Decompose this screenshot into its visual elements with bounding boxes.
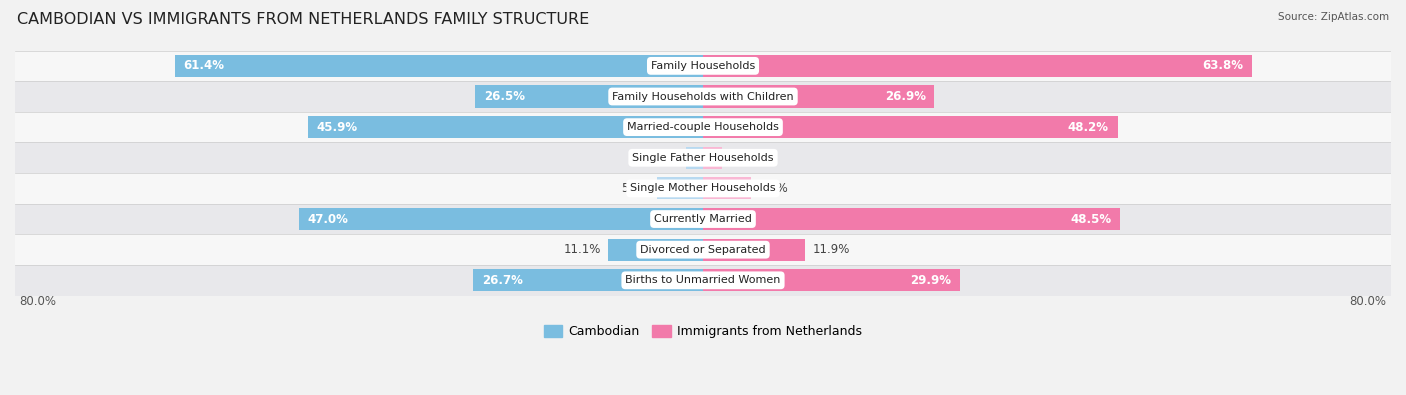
Bar xyxy=(475,85,703,107)
Bar xyxy=(703,55,1251,77)
Bar xyxy=(703,269,960,292)
Bar xyxy=(15,234,1391,265)
Bar xyxy=(703,147,721,169)
Text: Family Households: Family Households xyxy=(651,61,755,71)
Text: 11.1%: 11.1% xyxy=(564,243,600,256)
Legend: Cambodian, Immigrants from Netherlands: Cambodian, Immigrants from Netherlands xyxy=(538,320,868,343)
Text: 11.9%: 11.9% xyxy=(813,243,849,256)
Text: 63.8%: 63.8% xyxy=(1202,59,1243,72)
Text: 26.5%: 26.5% xyxy=(484,90,524,103)
Text: 80.0%: 80.0% xyxy=(1350,295,1386,308)
Bar xyxy=(174,55,703,77)
Bar xyxy=(15,173,1391,204)
Text: 5.3%: 5.3% xyxy=(621,182,651,195)
Text: Single Mother Households: Single Mother Households xyxy=(630,183,776,194)
Text: 61.4%: 61.4% xyxy=(184,59,225,72)
Text: Divorced or Separated: Divorced or Separated xyxy=(640,245,766,255)
Text: 26.9%: 26.9% xyxy=(884,90,925,103)
Text: Currently Married: Currently Married xyxy=(654,214,752,224)
Bar xyxy=(308,116,703,138)
Text: 2.0%: 2.0% xyxy=(650,151,679,164)
Bar xyxy=(703,177,751,199)
Text: Births to Unmarried Women: Births to Unmarried Women xyxy=(626,275,780,285)
Text: 45.9%: 45.9% xyxy=(316,120,359,134)
Bar xyxy=(15,204,1391,234)
Text: Single Father Households: Single Father Households xyxy=(633,153,773,163)
Bar xyxy=(15,51,1391,81)
Text: 48.5%: 48.5% xyxy=(1070,213,1112,226)
Bar xyxy=(15,265,1391,295)
Bar xyxy=(607,239,703,261)
Text: CAMBODIAN VS IMMIGRANTS FROM NETHERLANDS FAMILY STRUCTURE: CAMBODIAN VS IMMIGRANTS FROM NETHERLANDS… xyxy=(17,12,589,27)
Text: Source: ZipAtlas.com: Source: ZipAtlas.com xyxy=(1278,12,1389,22)
Text: 29.9%: 29.9% xyxy=(911,274,952,287)
Text: 26.7%: 26.7% xyxy=(482,274,523,287)
Bar xyxy=(15,143,1391,173)
Bar xyxy=(703,208,1121,230)
Text: 2.2%: 2.2% xyxy=(728,151,759,164)
Bar xyxy=(15,112,1391,143)
Text: 48.2%: 48.2% xyxy=(1069,120,1109,134)
Bar xyxy=(474,269,703,292)
Bar xyxy=(299,208,703,230)
Text: 5.6%: 5.6% xyxy=(758,182,787,195)
Bar xyxy=(658,177,703,199)
Text: 80.0%: 80.0% xyxy=(20,295,56,308)
Bar xyxy=(703,239,806,261)
Text: Married-couple Households: Married-couple Households xyxy=(627,122,779,132)
Bar xyxy=(686,147,703,169)
Text: 47.0%: 47.0% xyxy=(308,213,349,226)
Bar xyxy=(703,85,935,107)
Text: Family Households with Children: Family Households with Children xyxy=(612,92,794,102)
Bar xyxy=(15,81,1391,112)
Bar xyxy=(703,116,1118,138)
